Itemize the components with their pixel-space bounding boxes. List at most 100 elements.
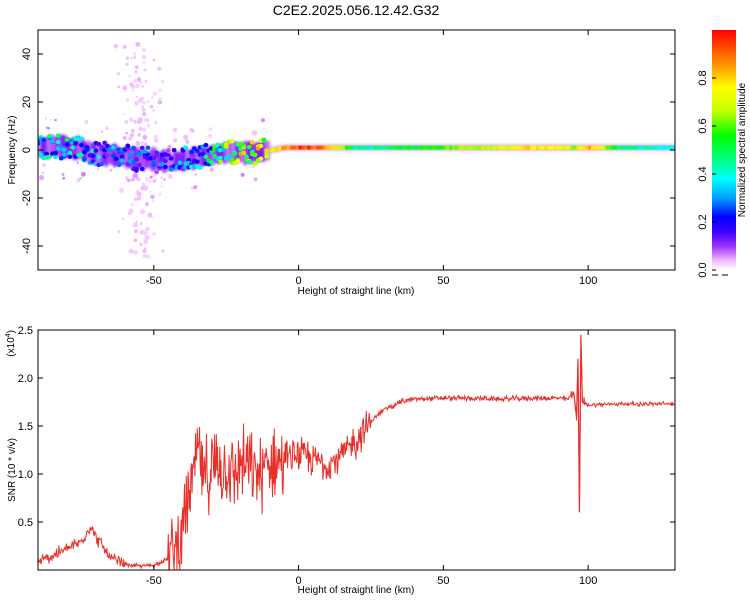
heatmap-cell: [402, 145, 406, 150]
heatmap-cell: [452, 145, 456, 150]
heatmap-speckle: [158, 192, 162, 196]
heatmap-cell: [460, 145, 464, 150]
heatmap-cell: [246, 141, 250, 164]
heatmap-cell: [67, 138, 71, 157]
heatmap-speckle: [173, 138, 178, 143]
heatmap-speckle: [153, 134, 158, 140]
heatmap-cell: [391, 145, 395, 150]
heatmap-cell: [64, 135, 68, 159]
snr-panel: -50 0 50 100 0.5 1.0 1.5 2.0 2.5 Height of strai…: [5, 325, 676, 596]
heatmap-speckle: [122, 136, 127, 140]
heatmap-cell: [591, 145, 595, 150]
heatmap-cell: [134, 166, 139, 172]
heatmap-cell: [102, 140, 107, 145]
heatmap-speckle: [143, 68, 147, 72]
heatmap-speckle: [44, 117, 48, 120]
heatmap-cell: [79, 143, 84, 148]
heatmap-cell: [368, 145, 372, 150]
heatmap-cell: [593, 145, 598, 150]
heatmap-cell: [73, 141, 78, 146]
heatmap-cell: [52, 136, 56, 155]
heatmap-cell: [217, 143, 221, 164]
snr-scale-note: (x104): [5, 330, 17, 357]
heatmap-speckle: [50, 118, 53, 121]
heatmap-cell: [362, 145, 366, 150]
heatmap-cell: [463, 145, 467, 150]
heatmap-cell: [278, 146, 282, 151]
y-tick-label: 0: [21, 147, 33, 153]
heatmap-cell: [95, 144, 100, 166]
heatmap-cell: [136, 149, 142, 155]
heatmap-cell: [194, 159, 200, 164]
heatmap-speckle: [132, 55, 137, 60]
heatmap-cell: [47, 134, 52, 139]
heatmap-speckle: [145, 202, 149, 207]
heatmap-cell: [466, 145, 470, 150]
heatmap-speckle: [151, 96, 154, 99]
heatmap-cell: [38, 141, 41, 146]
heatmap-speckle: [148, 180, 152, 183]
heatmap-speckle: [135, 220, 138, 223]
heatmap-cell: [347, 145, 351, 150]
heatmap-speckle: [149, 104, 154, 109]
heatmap-cell: [139, 166, 145, 172]
heatmap-cell: [136, 163, 142, 168]
heatmap-cell: [327, 145, 331, 150]
spectrogram-xlabel: Height of straight line (km): [298, 286, 415, 297]
heatmap-speckle: [207, 133, 213, 139]
heatmap-cell: [142, 149, 148, 154]
heatmap-cell: [344, 145, 349, 150]
heatmap-cell: [38, 152, 44, 157]
snr-frame: [37, 329, 676, 571]
y-tick-label: 2.5: [18, 325, 33, 337]
heatmap-cell: [498, 145, 502, 150]
heatmap-cell: [281, 146, 285, 151]
heatmap-cell: [151, 160, 157, 165]
heatmap-cell: [160, 161, 165, 167]
heatmap-speckle: [185, 139, 190, 144]
spectrogram-ticks: -50 0 50 100 -40 -20 0 20 40: [21, 30, 675, 287]
heatmap-cell: [272, 147, 276, 152]
heatmap-cell: [339, 145, 343, 150]
heatmap-cell: [431, 145, 435, 150]
heatmap-cell: [241, 144, 247, 150]
heatmap-cell: [84, 147, 90, 152]
heatmap-cell: [492, 145, 496, 150]
heatmap-cell: [373, 145, 378, 150]
heatmap-speckle: [134, 100, 139, 106]
heatmap-cell: [556, 145, 560, 150]
heatmap-cell: [43, 137, 47, 156]
heatmap-cell: [449, 145, 453, 150]
heatmap-cell: [666, 145, 670, 150]
heatmap-cell: [475, 145, 479, 150]
heatmap-cell: [134, 157, 139, 162]
heatmap-cell: [544, 145, 548, 150]
heatmap-cell: [536, 145, 540, 150]
heatmap-speckle: [190, 186, 194, 190]
x-tick-label: 50: [437, 575, 449, 587]
heatmap-cell: [200, 151, 206, 157]
heatmap-cell: [304, 145, 308, 150]
heatmap-cell: [119, 154, 125, 159]
snr-scale-exp: 4: [5, 333, 12, 337]
heatmap-cell: [394, 145, 398, 150]
heatmap-cell: [38, 136, 42, 159]
heatmap-cell: [504, 145, 508, 150]
snr-spike: [573, 334, 583, 513]
heatmap-speckle: [62, 176, 66, 180]
heatmap-speckle: [142, 54, 146, 59]
heatmap-speckle: [135, 83, 140, 89]
heatmap-cell: [99, 161, 105, 167]
colorbar-tick-label: 0.6: [697, 118, 709, 133]
heatmap-cell: [289, 145, 294, 150]
heatmap-cell: [576, 145, 580, 150]
heatmap-cell: [168, 167, 174, 172]
heatmap-cell: [70, 145, 76, 150]
heatmap-cell: [241, 150, 247, 156]
heatmap-cell: [163, 164, 168, 170]
heatmap-cell: [454, 145, 459, 150]
heatmap-cell: [208, 145, 212, 166]
heatmap-cell: [235, 158, 241, 163]
heatmap-cell: [417, 145, 421, 150]
heatmap-cell: [457, 145, 461, 150]
